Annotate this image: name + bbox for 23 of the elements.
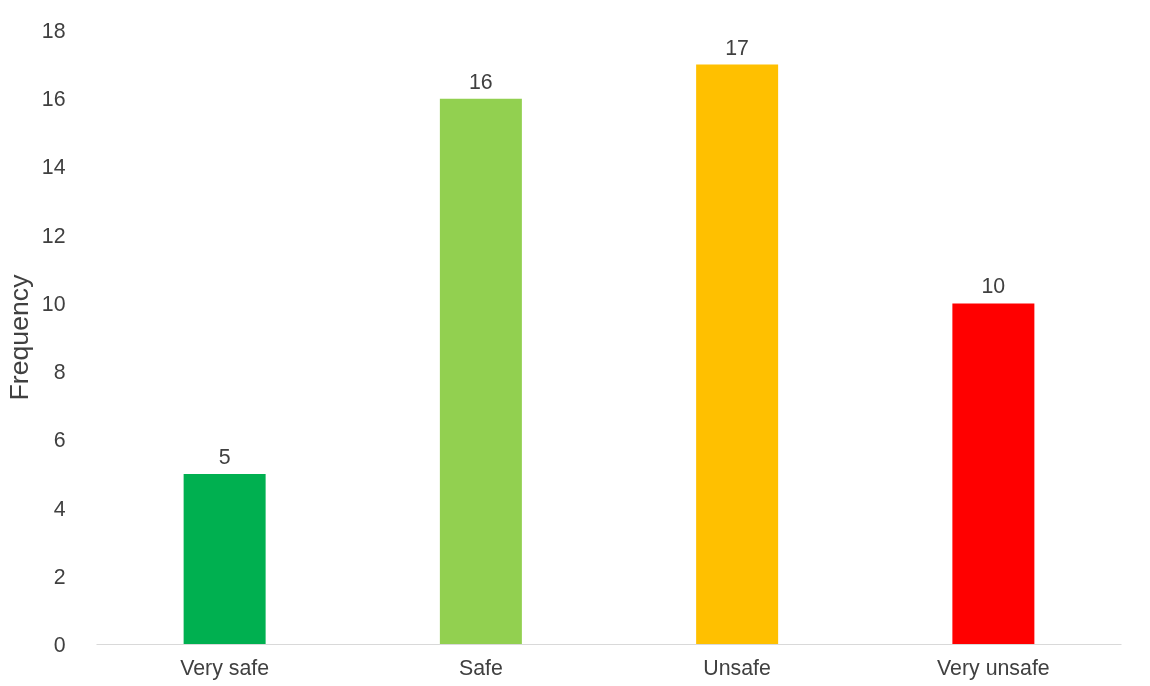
x-tick-label: Safe bbox=[458, 655, 503, 680]
y-axis-title: Frequency bbox=[3, 273, 34, 401]
data-label: 17 bbox=[725, 35, 749, 60]
bar bbox=[952, 303, 1035, 645]
data-label: 10 bbox=[981, 274, 1006, 299]
x-tick-label: Unsafe bbox=[703, 655, 771, 680]
y-tick-label: 6 bbox=[53, 428, 66, 453]
y-tick-label: 4 bbox=[53, 496, 66, 521]
y-tick-label: 2 bbox=[53, 564, 66, 589]
bar bbox=[183, 473, 266, 645]
bar bbox=[439, 98, 522, 645]
x-tick-label: Very safe bbox=[180, 655, 270, 680]
y-tick-label: 18 bbox=[41, 19, 66, 43]
y-tick-label: 12 bbox=[41, 223, 66, 248]
y-tick-label: 10 bbox=[41, 291, 66, 316]
bar bbox=[696, 64, 779, 645]
data-label: 5 bbox=[218, 444, 231, 469]
y-tick-label: 16 bbox=[41, 87, 66, 112]
data-label: 16 bbox=[469, 69, 493, 94]
y-tick-label: 14 bbox=[41, 155, 66, 180]
y-tick-label: 0 bbox=[53, 633, 66, 657]
y-tick-label: 8 bbox=[53, 360, 66, 385]
x-tick-label: Very unsafe bbox=[937, 655, 1050, 680]
